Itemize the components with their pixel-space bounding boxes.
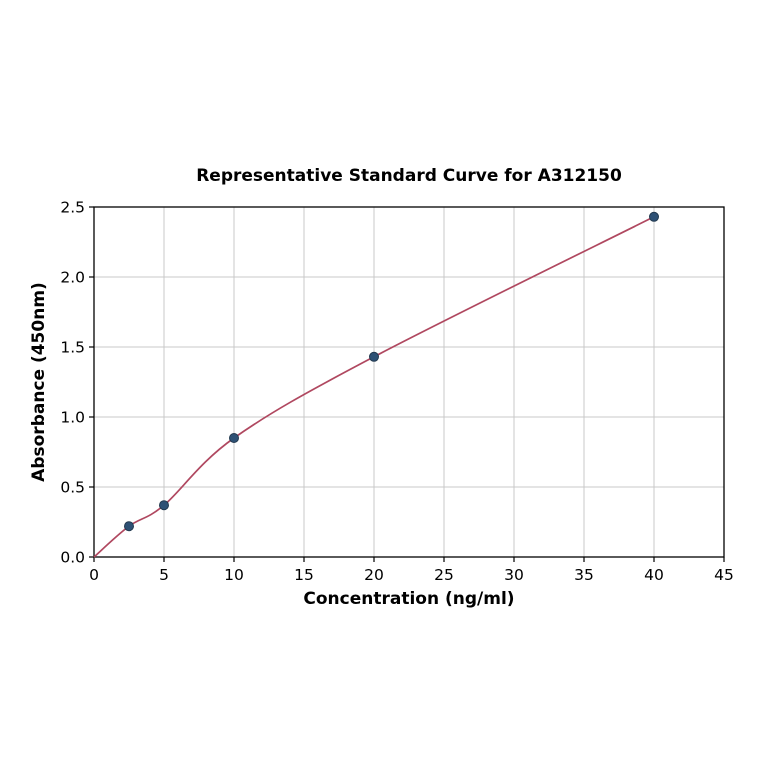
chart-title: Representative Standard Curve for A31215…	[196, 166, 622, 186]
x-tick-label: 0	[89, 566, 99, 584]
data-series	[93, 211, 659, 558]
x-axis-label: Concentration (ng/ml)	[303, 589, 514, 609]
y-axis-label: Absorbance (450nm)	[29, 282, 49, 482]
y-tick-label: 0.5	[60, 479, 85, 497]
x-tick-label: 20	[364, 566, 384, 584]
x-tick-label: 25	[434, 566, 454, 584]
data-point	[229, 433, 239, 443]
axis-ticks: 0 5 10 15 20 25 30 35 40 45 0.0 0.5 1.0 1.5 2.0 2.5	[60, 199, 734, 585]
x-tick-label: 40	[644, 566, 664, 584]
x-tick-label: 5	[159, 566, 169, 584]
x-tick-label: 35	[574, 566, 594, 584]
plot-frame	[93, 206, 725, 558]
y-tick-label: 2.5	[60, 199, 85, 217]
gridlines	[93, 206, 725, 558]
x-tick-label: 10	[224, 566, 244, 584]
y-tick-label: 1.0	[60, 409, 85, 427]
data-point	[649, 211, 659, 222]
y-tick-label: 1.5	[60, 339, 85, 357]
data-point	[369, 351, 379, 362]
x-tick-label: 30	[504, 566, 524, 584]
y-tick-label: 2.0	[60, 269, 85, 287]
data-point	[124, 521, 134, 532]
y-tick-label: 0.0	[60, 549, 85, 567]
x-tick-label: 45	[714, 566, 734, 584]
x-tick-label: 15	[294, 566, 314, 584]
data-point	[159, 500, 169, 511]
